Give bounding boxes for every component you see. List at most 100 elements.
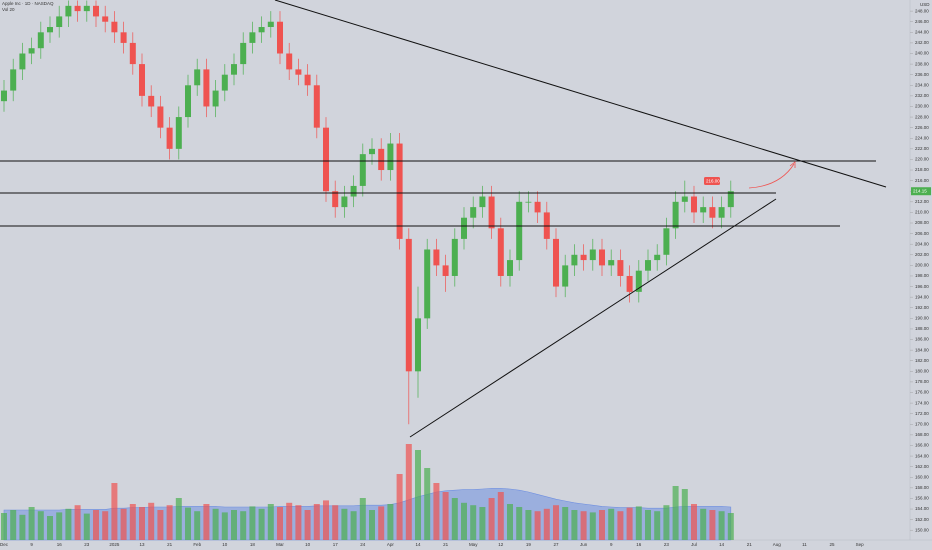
y-tick-label: 196.00 bbox=[915, 284, 929, 289]
y-tick-label: 174.00 bbox=[915, 400, 929, 405]
volume-bar bbox=[304, 510, 311, 540]
x-tick-label: 11 bbox=[802, 542, 807, 547]
indicator-label: Vol 20 bbox=[2, 7, 15, 12]
volume-bar bbox=[442, 492, 449, 540]
x-tick-label: 10 bbox=[222, 542, 228, 547]
volume-bar bbox=[470, 505, 477, 540]
y-tick-label: 154.00 bbox=[915, 506, 929, 511]
candle-body bbox=[369, 148, 375, 155]
volume-bar bbox=[681, 489, 688, 540]
y-tick-label: 234.00 bbox=[915, 82, 929, 87]
volume-bar bbox=[175, 498, 182, 540]
volume-bar bbox=[571, 510, 578, 540]
volume-bar bbox=[203, 504, 210, 540]
currency-label: USD bbox=[920, 2, 930, 7]
x-tick-label: 25 bbox=[829, 542, 835, 547]
candle-body bbox=[102, 16, 109, 22]
candle-body bbox=[718, 207, 725, 218]
volume-bar bbox=[451, 498, 458, 540]
x-tick-label: 21 bbox=[167, 542, 173, 547]
candle-body bbox=[28, 48, 35, 54]
candle-body bbox=[129, 42, 136, 65]
x-tick-label: 9 bbox=[30, 542, 33, 547]
volume-bar bbox=[369, 510, 375, 540]
volume-bar bbox=[645, 510, 651, 540]
candle-body bbox=[608, 260, 615, 266]
y-tick-label: 194.00 bbox=[915, 294, 929, 299]
y-tick-label: 192.00 bbox=[915, 305, 929, 310]
volume-bar bbox=[709, 510, 716, 540]
candle-body bbox=[479, 196, 486, 208]
candle-body bbox=[240, 42, 247, 65]
y-tick-label: 176.00 bbox=[915, 390, 929, 395]
volume-bar bbox=[672, 486, 679, 540]
candle-body bbox=[589, 249, 596, 261]
y-tick-label: 220.00 bbox=[915, 157, 929, 162]
volume-bar bbox=[608, 508, 615, 540]
volume-bar bbox=[148, 502, 155, 540]
candle-body bbox=[387, 143, 394, 171]
y-tick-label: 204.00 bbox=[915, 241, 929, 246]
candle-body bbox=[378, 148, 385, 171]
y-tick-label: 150.00 bbox=[915, 527, 929, 532]
last-price-badge bbox=[911, 187, 931, 196]
candle-body bbox=[534, 201, 541, 213]
volume-bar bbox=[396, 474, 403, 540]
trend-line bbox=[409, 198, 777, 438]
volume-pane bbox=[1, 444, 734, 541]
y-tick-label: 236.00 bbox=[915, 72, 929, 77]
candle-body bbox=[10, 69, 17, 91]
volume-bar bbox=[102, 511, 109, 540]
volume-bar bbox=[415, 450, 421, 540]
candle-body bbox=[111, 21, 118, 33]
volume-bar bbox=[543, 508, 550, 540]
x-tick-label: 21 bbox=[443, 542, 449, 547]
volume-bar bbox=[129, 504, 136, 540]
candle-body bbox=[212, 90, 219, 107]
x-tick-label: 9 bbox=[610, 542, 613, 547]
y-tick-label: 180.00 bbox=[915, 369, 929, 374]
volume-bar bbox=[654, 511, 661, 540]
candle-body bbox=[295, 69, 302, 75]
volume-bar bbox=[185, 507, 191, 540]
alert-label: 216.00 bbox=[706, 179, 720, 184]
volume-bar bbox=[10, 510, 17, 540]
candle-body bbox=[249, 32, 256, 43]
x-tick-label: Jun bbox=[580, 542, 588, 547]
y-tick-label: 238.00 bbox=[915, 61, 929, 66]
candle-body bbox=[405, 238, 412, 372]
volume-bar bbox=[249, 506, 256, 540]
volume-bar bbox=[378, 506, 385, 540]
volume-bar bbox=[359, 498, 366, 540]
x-tick-label: Mar bbox=[276, 542, 284, 547]
candle-body bbox=[507, 260, 513, 276]
y-tick-label: 222.00 bbox=[915, 146, 929, 151]
x-tick-label: 13 bbox=[139, 542, 145, 547]
candle-body bbox=[599, 249, 605, 266]
volume-bar bbox=[28, 507, 35, 540]
x-tick-label: Feb bbox=[193, 542, 201, 547]
x-tick-label: Aug bbox=[773, 542, 782, 547]
x-tick-label: Jul bbox=[691, 542, 697, 547]
volume-bar bbox=[93, 510, 99, 540]
candle-body bbox=[1, 90, 7, 102]
volume-bar bbox=[1, 513, 7, 540]
volume-bar bbox=[497, 492, 504, 540]
volume-bar bbox=[323, 500, 329, 540]
y-tick-label: 152.00 bbox=[915, 517, 929, 522]
x-tick-label: 23 bbox=[84, 542, 90, 547]
y-tick-label: 160.00 bbox=[915, 474, 929, 479]
candles bbox=[1, 0, 734, 425]
volume-bar bbox=[332, 505, 339, 540]
candle-body bbox=[709, 207, 716, 218]
volume-bar bbox=[212, 508, 219, 540]
volume-bar bbox=[718, 511, 725, 540]
volume-bar bbox=[37, 511, 44, 540]
candle-body bbox=[148, 95, 155, 107]
volume-bar bbox=[19, 514, 26, 540]
y-tick-label: 158.00 bbox=[915, 485, 929, 490]
candle-body bbox=[645, 260, 651, 271]
volume-bar bbox=[83, 513, 90, 540]
candle-body bbox=[562, 265, 569, 287]
candle-body bbox=[341, 196, 348, 208]
